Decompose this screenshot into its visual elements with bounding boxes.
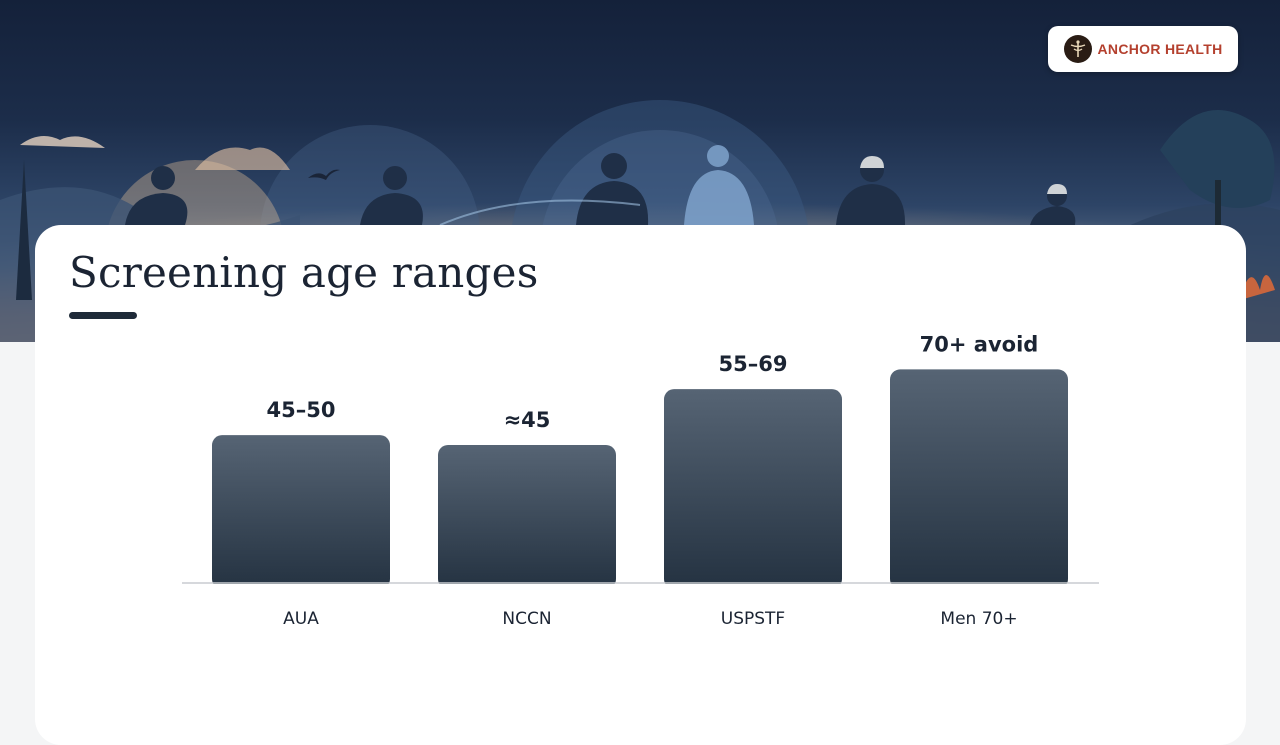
brand-logo: ANCHOR HEALTH: [1048, 26, 1238, 72]
page-title: Screening age ranges: [69, 248, 539, 297]
bar-men-70-: [890, 369, 1068, 589]
baseline-mask: [182, 584, 1099, 592]
labels-group: 45–50 AUA ≈45 NCCN 55–69 USPSTF 70+ avoid Men 7…: [267, 332, 1039, 629]
category-label: NCCN: [502, 609, 551, 629]
caduceus-icon: [1063, 35, 1092, 63]
category-label: USPSTF: [721, 609, 785, 629]
category-label: Men 70+: [940, 609, 1017, 629]
brand-name: ANCHOR HEALTH: [1097, 41, 1223, 57]
bar-nccn: [438, 445, 616, 589]
bar-chart: 45–50 AUA ≈45 NCCN 55–69 USPSTF 70+ avoid Men 7…: [182, 332, 1099, 629]
data-label: 55–69: [719, 352, 788, 376]
title-underline: [69, 312, 137, 319]
category-label: AUA: [283, 609, 319, 629]
bar-uspstf: [664, 389, 842, 589]
bars-group: [182, 369, 1099, 592]
data-label: 70+ avoid: [920, 332, 1039, 356]
data-label: 45–50: [267, 398, 336, 422]
data-label: ≈45: [504, 408, 551, 432]
bar-aua: [212, 435, 390, 589]
